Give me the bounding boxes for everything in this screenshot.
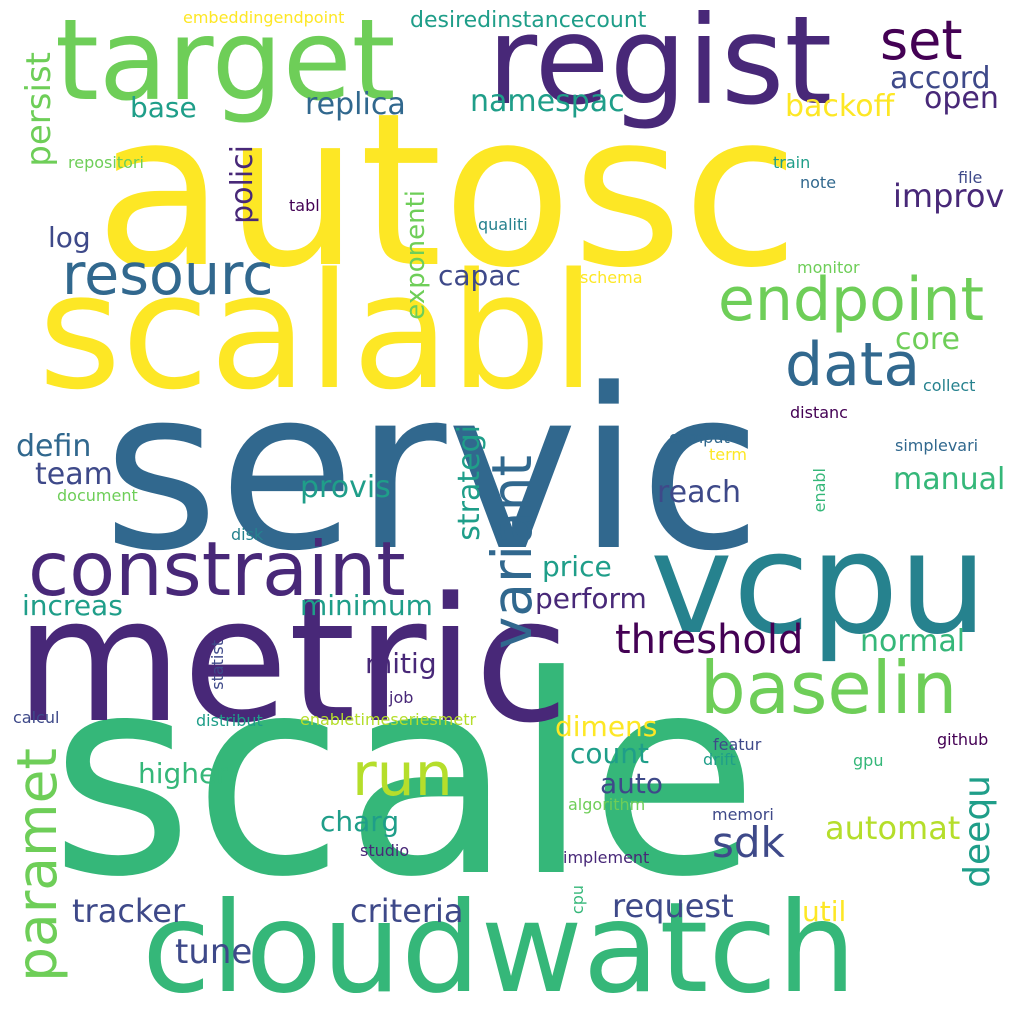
word-servic: servic (103, 342, 762, 600)
word-defin: defin (16, 429, 92, 464)
word-autosc: autosc (95, 67, 800, 314)
word-run: run (352, 740, 453, 810)
word-core: core (895, 322, 960, 357)
word-algorithm: algorithm (568, 795, 646, 814)
word-collect: collect (923, 376, 976, 395)
word-constraint: constraint (28, 525, 406, 613)
word-regist: regist (487, 0, 833, 132)
word-tabl: tabl (289, 196, 320, 215)
word-qualiti: qualiti (478, 215, 528, 234)
word-scalabl: scalabl (38, 238, 596, 425)
word-implement: implement (563, 848, 650, 867)
word-distanc: distanc (790, 403, 848, 422)
word-improv: improv (893, 177, 1005, 215)
word-manual: manual (893, 462, 1006, 497)
word-studio: studio (360, 841, 410, 860)
word-gpu: gpu (853, 751, 884, 770)
word-persist: persist (19, 52, 59, 167)
word-statist: statist (208, 640, 227, 690)
word-auto: auto (600, 767, 664, 800)
word-paramet: paramet (5, 748, 69, 982)
word-base: base (130, 91, 197, 124)
word-term: term (709, 445, 747, 464)
word-provis: provis (300, 470, 391, 505)
word-cpu: cpu (568, 885, 587, 915)
word-disk: disk (231, 525, 264, 544)
word-job: job (389, 688, 414, 707)
word-replica: replica (305, 87, 406, 122)
word-embeddingendpoint: embeddingendpoint (183, 8, 345, 27)
word-minimum: minimum (300, 589, 433, 622)
word-calcul: calcul (13, 708, 60, 727)
word-schema: schema (580, 268, 643, 287)
word-train: train (773, 153, 811, 172)
word-scale: scale (50, 617, 759, 937)
word-mitig: mitig (365, 647, 437, 680)
word-comput: comput (669, 428, 730, 447)
word-tune: tune (175, 932, 253, 972)
word-increas: increas (22, 589, 123, 622)
word-request: request (612, 887, 734, 925)
word-normal: normal (860, 624, 966, 659)
word-cloudwatch: cloudwatch (142, 876, 857, 1019)
word-backoff: backoff (785, 89, 895, 124)
word-simplevari: simplevari (895, 436, 979, 455)
word-automat: automat (825, 809, 961, 847)
word-monitor: monitor (797, 258, 860, 277)
word-resourc: resourc (62, 242, 274, 308)
word-metric: metric (15, 560, 569, 761)
word-higher: higher (138, 757, 228, 790)
word-drift: drift (703, 750, 736, 769)
word-accord: accord (890, 61, 991, 96)
word-strategi: strategi (452, 425, 487, 541)
word-distribut: distribut (196, 711, 263, 730)
word-polici: polici (225, 145, 260, 224)
word-count: count (570, 737, 649, 770)
word-charg: charg (320, 805, 400, 838)
word-file: file (958, 168, 983, 187)
word-github: github (937, 730, 989, 749)
word-variant: variant (480, 455, 544, 650)
word-threshold: threshold (615, 617, 804, 663)
word-target: target (55, 0, 396, 126)
word-reach: reach (657, 475, 742, 510)
word-baselin: baselin (700, 646, 958, 730)
word-capac: capac (438, 259, 521, 292)
word-featur: featur (713, 735, 762, 754)
word-team: team (35, 457, 113, 492)
word-tracker: tracker (72, 892, 186, 930)
word-enabl: enabl (810, 468, 829, 513)
word-repositori: repositori (68, 153, 144, 172)
word-price: price (542, 550, 612, 583)
word-memori: memori (712, 805, 774, 824)
word-namespac: namespac (470, 84, 625, 119)
word-data: data (785, 330, 921, 400)
word-dimens: dimens (555, 710, 658, 743)
word-deequ: deequ (957, 775, 998, 888)
word-set: set (880, 9, 963, 72)
word-desiredinstancecount: desiredinstancecount (410, 8, 647, 33)
word-open: open (924, 81, 999, 116)
word-criteria: criteria (350, 892, 464, 930)
word-note: note (800, 173, 837, 192)
word-endpoint: endpoint (718, 265, 985, 335)
word-vcpu: vcpu (650, 503, 988, 666)
word-document: document (57, 486, 138, 505)
word-util: util (802, 895, 847, 928)
word-exponenti: exponenti (401, 190, 431, 320)
word-sdk: sdk (712, 818, 785, 867)
word-perform: perform (535, 582, 647, 615)
word-enabletimeseriesmetr: enabletimeseriesmetr (300, 710, 477, 729)
word-log: log (48, 221, 91, 254)
